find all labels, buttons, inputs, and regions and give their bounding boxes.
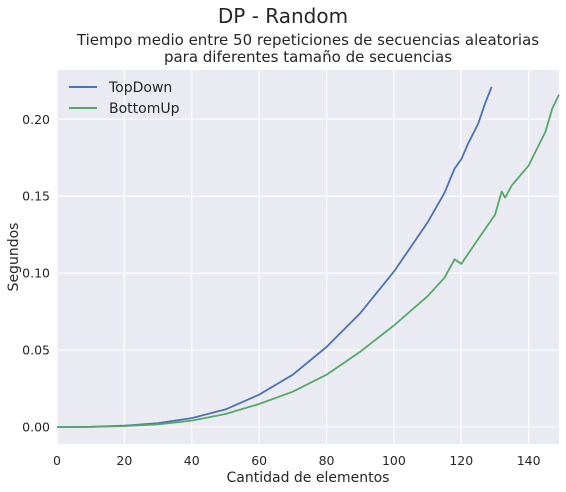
x-tick-label: 140: [517, 453, 541, 468]
legend: TopDown BottomUp: [69, 80, 180, 117]
x-tick-label: 40: [184, 453, 200, 468]
chart-title-line-2: para diferentes tamaño de secuencias: [163, 48, 453, 66]
series-line-topdown: [56, 86, 493, 428]
chart-suptitle: DP - Random: [217, 4, 349, 28]
y-tick-label: 0.10: [22, 266, 50, 281]
x-axis-ticks: 0 20 40 60 80 100 120 140: [53, 453, 541, 468]
chart-title: Tiempo medio entre 50 repeticiones de se…: [57, 32, 559, 66]
y-tick-label: 0.05: [22, 343, 50, 358]
y-tick-label: 0.15: [22, 189, 50, 204]
series-lines: [56, 86, 560, 428]
series-line-bottomup: [56, 94, 560, 428]
y-tick-label: 0.20: [22, 112, 50, 127]
grid-lines: [56, 70, 559, 444]
y-tick-label: 0.00: [22, 420, 50, 435]
x-tick-label: 100: [382, 453, 406, 468]
legend-label-topdown: TopDown: [108, 80, 172, 96]
x-tick-label: 120: [449, 453, 473, 468]
x-tick-label: 80: [319, 453, 335, 468]
legend-label-bottomup: BottomUp: [109, 101, 180, 117]
x-axis-label: Cantidad de elementos: [227, 470, 390, 486]
y-axis-label: Segundos: [6, 223, 22, 292]
plot-area: [57, 70, 559, 444]
x-tick-label: 0: [53, 453, 61, 468]
y-axis-ticks: 0.00 0.05 0.10 0.15 0.20: [22, 112, 50, 435]
x-tick-label: 60: [251, 453, 267, 468]
chart-title-line-1: Tiempo medio entre 50 repeticiones de se…: [76, 31, 540, 49]
x-tick-label: 20: [116, 453, 132, 468]
